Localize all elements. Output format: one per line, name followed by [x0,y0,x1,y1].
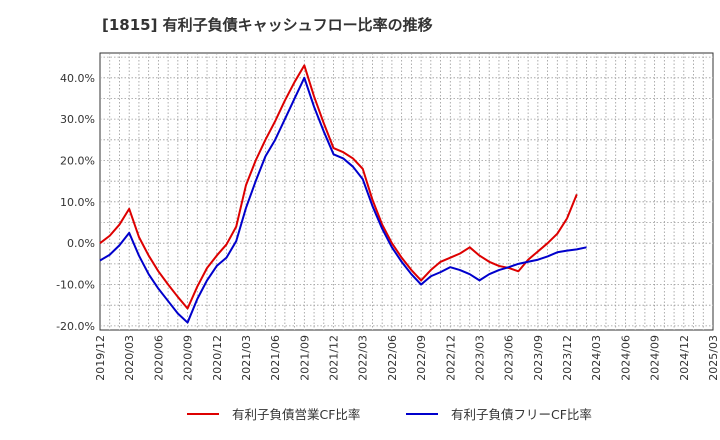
grid-layer [99,52,714,331]
x-tick-label: 2022/09 [415,335,428,381]
y-tick-label: -20.0% [56,320,95,333]
x-tick-label: 2024/12 [678,335,691,381]
series-line-2 [99,76,587,324]
x-tick-label: 2020/09 [182,335,195,381]
legend: 有利子負債営業CF比率 有利子負債フリーCF比率 [187,407,592,422]
x-tick-label: 2023/12 [561,335,574,381]
x-tick-label: 2020/06 [152,335,165,381]
chart-title: [1815] 有利子負債キャッシュフロー比率の推移 [102,16,433,34]
y-tick-label: 0.0% [67,237,95,250]
x-tick-label: 2019/12 [94,335,107,381]
x-tick-label: 2024/09 [649,335,662,381]
y-tick-label: 20.0% [60,154,95,167]
x-tick-label: 2025/03 [707,335,720,381]
axis-layer: 40.0% 30.0% 20.0% 10.0% 0.0% -10.0% -20.0% 2019… [56,72,720,381]
x-tick-label: 2024/06 [619,335,632,381]
x-tick-label: 2024/03 [590,335,603,381]
x-tick-label: 2022/12 [444,335,457,381]
x-tick-label: 2021/03 [240,335,253,381]
y-tick-label: -10.0% [56,279,95,292]
legend-label-1: 有利子負債営業CF比率 [232,407,360,422]
x-tick-label: 2022/03 [357,335,370,381]
y-tick-label: 40.0% [60,72,95,85]
y-tick-label: 10.0% [60,196,95,209]
x-tick-label: 2020/03 [123,335,136,381]
y-tick-label: 30.0% [60,113,95,126]
plot-frame [99,52,714,331]
x-tick-label: 2023/03 [473,335,486,381]
x-tick-label: 2023/09 [532,335,545,381]
series-line-1 [99,64,578,310]
x-tick-label: 2022/06 [386,335,399,381]
x-tick-label: 2020/12 [211,335,224,381]
x-tick-label: 2021/09 [298,335,311,381]
x-tick-label: 2021/12 [328,335,341,381]
legend-label-2: 有利子負債フリーCF比率 [451,407,592,422]
series-layer [99,64,587,324]
x-tick-label: 2023/06 [503,335,516,381]
x-tick-label: 2021/06 [269,335,282,381]
